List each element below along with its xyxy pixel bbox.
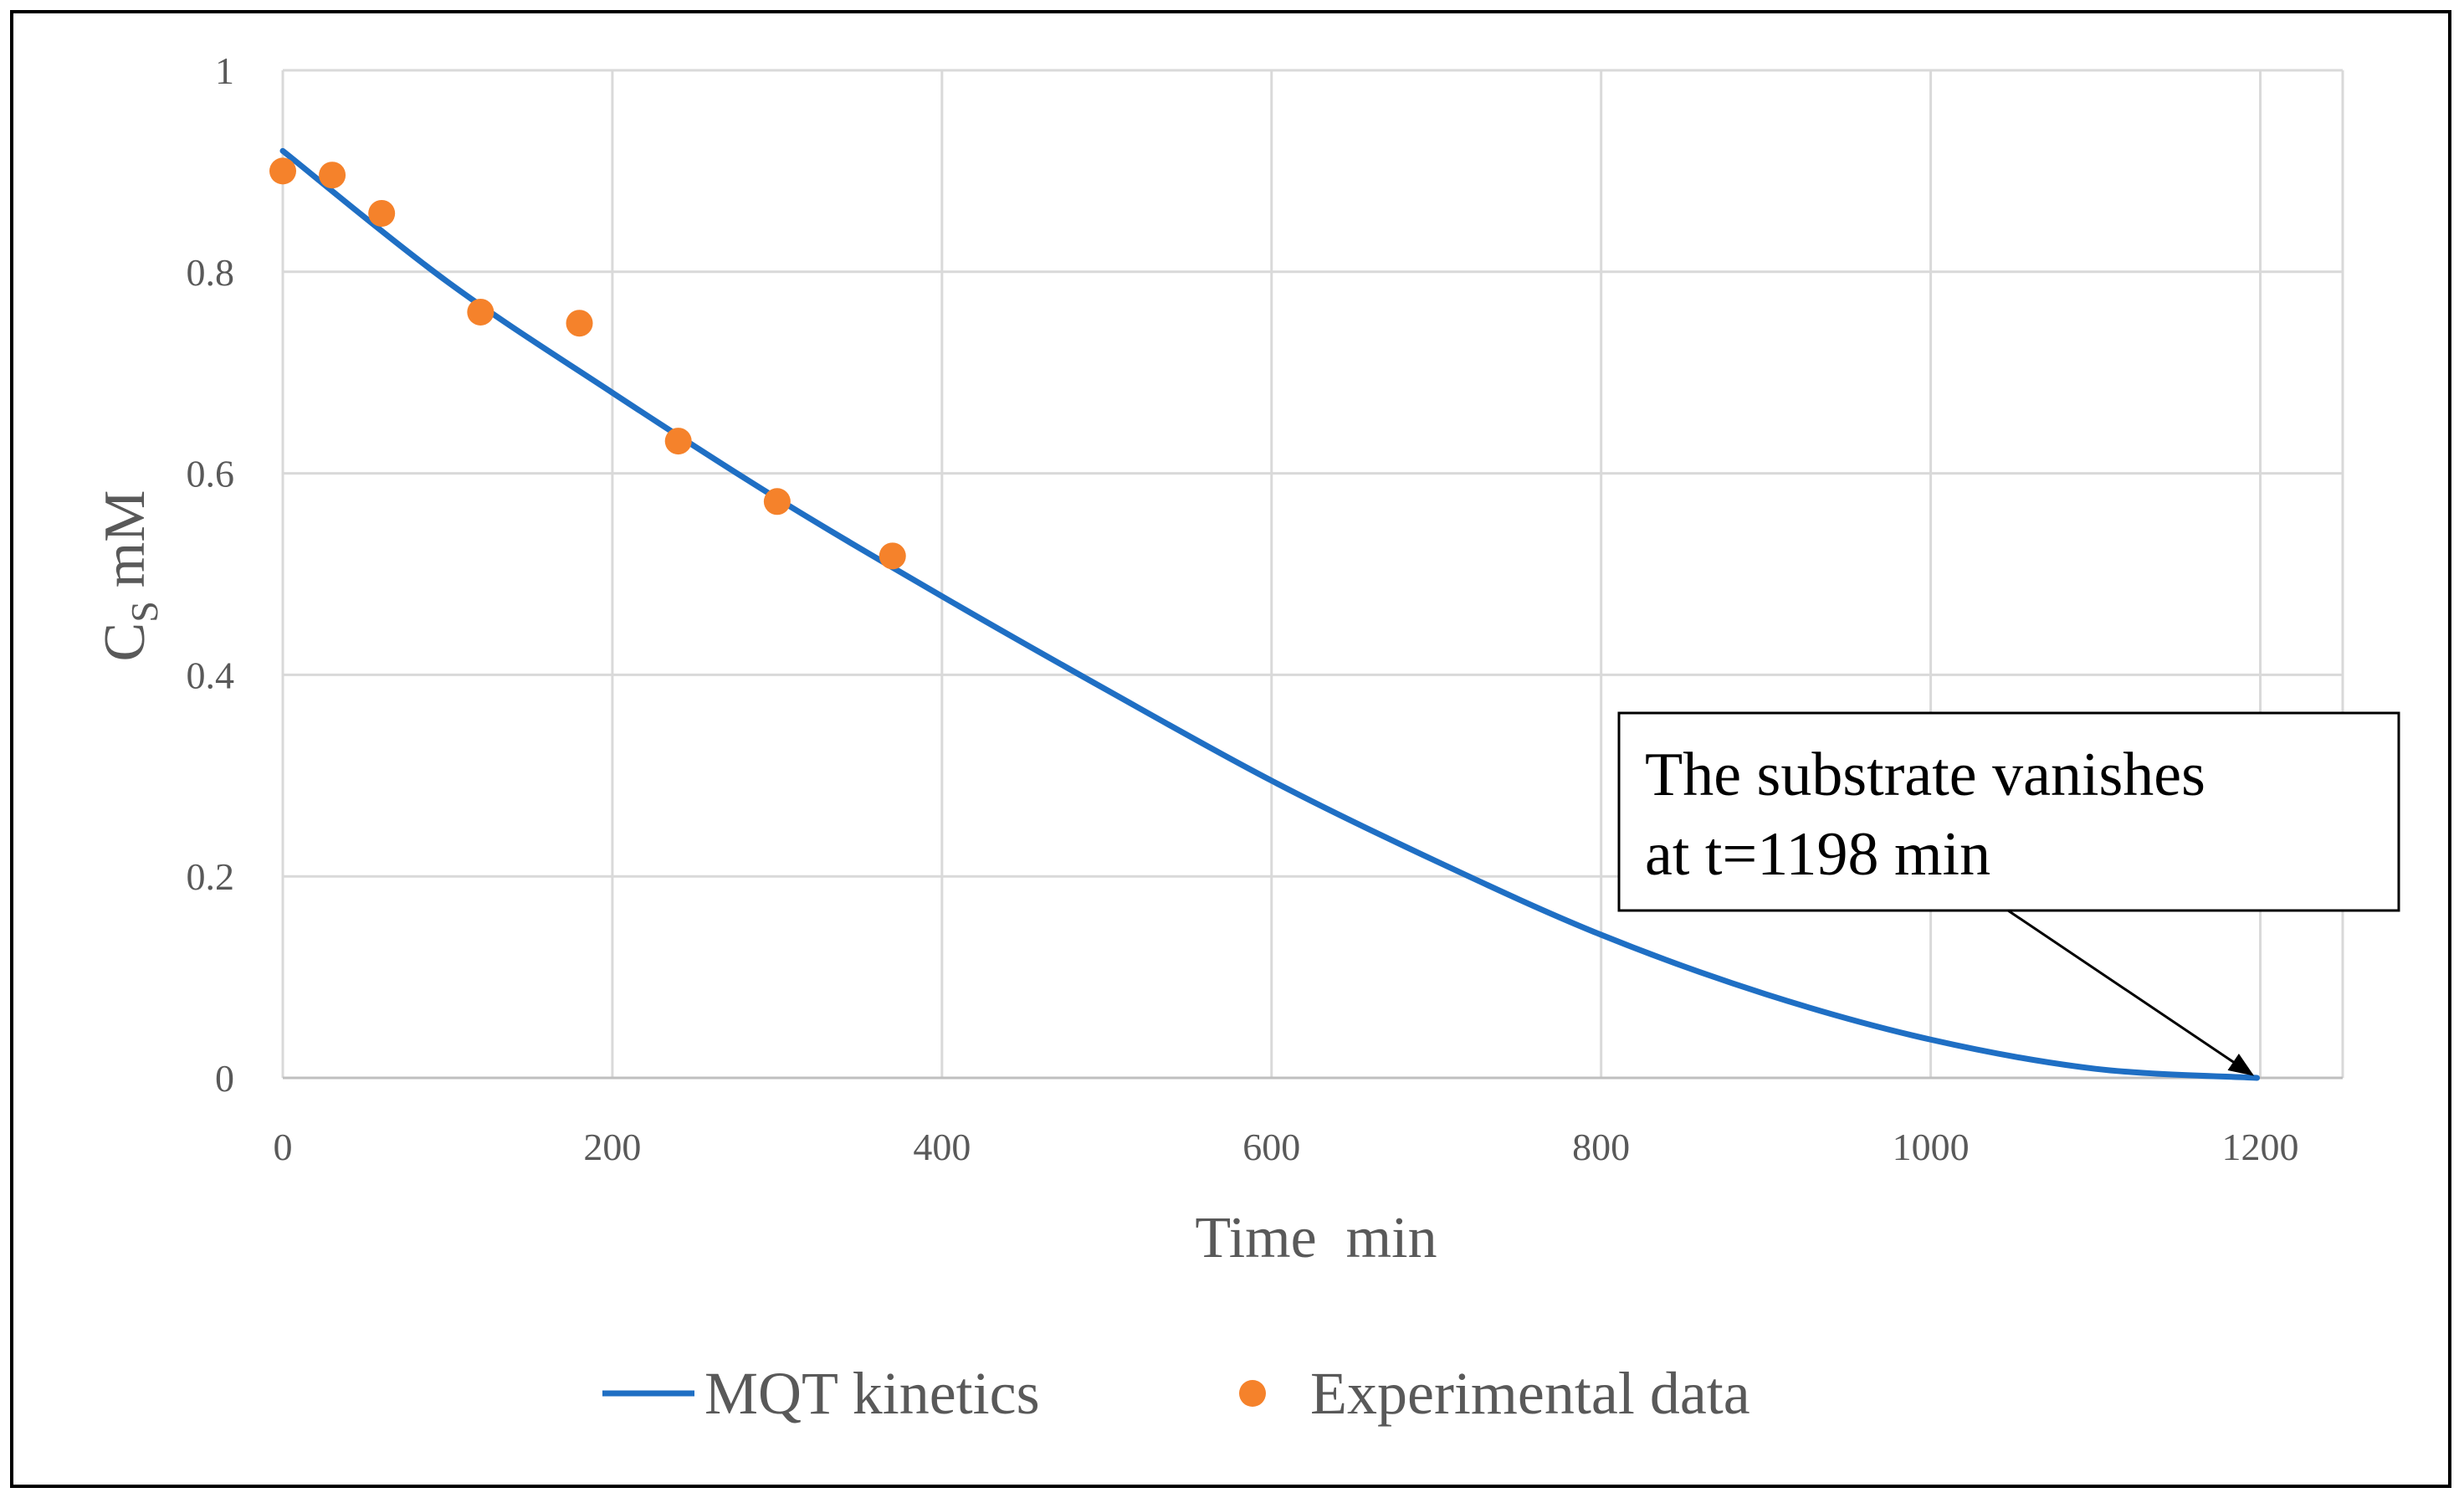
x-axis-title: Time min <box>1195 1206 1437 1270</box>
x-tick-label-5: 1000 <box>1893 1126 1970 1168</box>
legend: MQT kinetics Experimental data <box>602 1360 1750 1427</box>
annotation: The substrate vanishes at t=1198 min <box>1617 711 2400 1076</box>
y-tick-label-5: 1 <box>215 49 234 92</box>
legend-label-experimental-data: Experimental data <box>1310 1360 1750 1427</box>
series-line-mqt-kinetics <box>279 147 2261 1081</box>
data-point-experimental-3 <box>467 298 494 326</box>
data-point-experimental-7 <box>879 542 906 570</box>
legend-swatch-experimental-data <box>1239 1380 1266 1407</box>
y-axis-title-unit: mM <box>93 490 157 588</box>
x-tick-labels: 0 200 400 600 800 1000 1200 <box>274 1126 2299 1168</box>
x-tick-label-6: 1200 <box>2222 1126 2299 1168</box>
data-point-experimental-1 <box>319 162 346 189</box>
data-point-experimental-0 <box>269 157 296 185</box>
y-axis-title: CSmM <box>93 490 166 662</box>
data-point-experimental-5 <box>664 428 692 455</box>
y-tick-label-2: 0.4 <box>187 654 235 696</box>
legend-label-mqt-kinetics: MQT kinetics <box>704 1360 1040 1427</box>
y-axis-title-main: C <box>93 623 157 662</box>
annotation-text-line-1: The substrate vanishes <box>1645 741 2205 809</box>
y-tick-label-3: 0.6 <box>187 453 235 495</box>
y-tick-label-4: 0.8 <box>187 251 235 294</box>
x-tick-label-0: 0 <box>274 1126 293 1168</box>
annotation-text-line-2: at t=1198 min <box>1645 820 1990 889</box>
x-tick-label-3: 600 <box>1242 1126 1300 1168</box>
x-tick-label-4: 800 <box>1572 1126 1630 1168</box>
annotation-box <box>1617 711 2400 912</box>
data-point-experimental-6 <box>763 488 791 516</box>
plot-area <box>269 147 2261 1081</box>
y-tick-labels: 0 0.2 0.4 0.6 0.8 1 <box>187 49 235 1100</box>
data-point-experimental-4 <box>566 310 593 337</box>
y-axis-title-subscript: S <box>123 601 166 623</box>
y-tick-label-0: 0 <box>215 1057 234 1100</box>
x-tick-label-2: 400 <box>913 1126 971 1168</box>
annotation-arrow <box>2007 909 2255 1076</box>
data-point-experimental-2 <box>368 199 396 227</box>
x-tick-label-1: 200 <box>583 1126 641 1168</box>
y-tick-label-1: 0.2 <box>187 855 235 898</box>
